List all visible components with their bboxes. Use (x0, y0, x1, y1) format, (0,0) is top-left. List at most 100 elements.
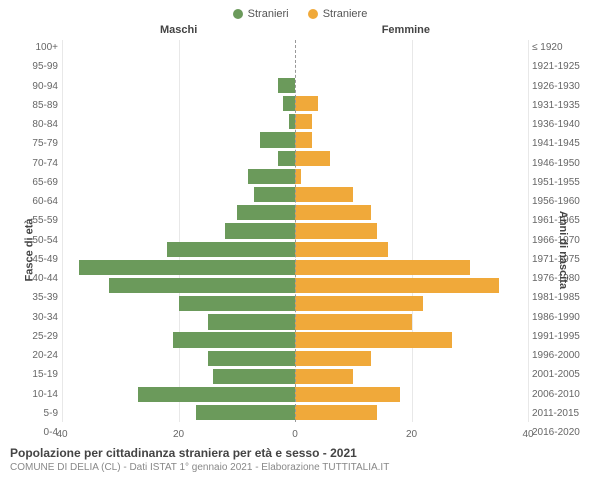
yaxis-right-tick: 1951-1955 (532, 177, 580, 188)
xaxis-tick: 40 (56, 429, 67, 440)
bar-male (109, 278, 295, 293)
bar-male (213, 369, 295, 384)
yaxis-right-label: Anni di nascita (557, 211, 569, 289)
chart-subtitle: COMUNE DI DELIA (CL) - Dati ISTAT 1° gen… (10, 462, 590, 473)
bar-male (278, 78, 295, 93)
bar-female (295, 114, 312, 129)
yaxis-left-tick: 70-74 (32, 158, 58, 169)
yaxis-right-tick: 1971-1975 (532, 254, 580, 265)
bar-male (260, 132, 295, 147)
yaxis-left-tick: 45-49 (32, 254, 58, 265)
bar-male (79, 260, 295, 275)
legend: Stranieri Straniere (10, 8, 590, 22)
yaxis-left-tick: 100+ (35, 42, 58, 53)
bar-male (179, 296, 296, 311)
bar-male (248, 169, 295, 184)
bar-female (295, 314, 412, 329)
bar-male (283, 96, 295, 111)
legend-item-female: Straniere (308, 8, 368, 20)
bar-male (173, 332, 295, 347)
bar-female (295, 242, 388, 257)
yaxis-left-tick: 5-9 (44, 408, 58, 419)
xaxis-tick: 20 (173, 429, 184, 440)
bar-female (295, 223, 377, 238)
yaxis-left-tick: 95-99 (32, 61, 58, 72)
yaxis-right-tick: 1931-1935 (532, 100, 580, 111)
yaxis-left-tick: 85-89 (32, 100, 58, 111)
yaxis-right-tick: 1996-2000 (532, 350, 580, 361)
bar-female (295, 205, 371, 220)
bar-male (208, 314, 295, 329)
yaxis-left-tick: 40-44 (32, 273, 58, 284)
yaxis-right-tick: 1986-1990 (532, 312, 580, 323)
bar-female (295, 369, 353, 384)
bar-female (295, 96, 318, 111)
legend-swatch-female (308, 9, 318, 19)
yaxis-left-tick: 80-84 (32, 119, 58, 130)
yaxis-right-tick: 1976-1980 (532, 273, 580, 284)
chart-title: Popolazione per cittadinanza straniera p… (10, 446, 590, 460)
yaxis-right-tick: 2001-2005 (532, 369, 580, 380)
xaxis-tick: 20 (406, 429, 417, 440)
yaxis-left-tick: 35-39 (32, 292, 58, 303)
bar-female (295, 151, 330, 166)
yaxis-left-tick: 25-29 (32, 331, 58, 342)
yaxis-left-tick: 90-94 (32, 81, 58, 92)
plot-area: 402002040 (62, 40, 528, 440)
yaxis-left-tick: 55-59 (32, 215, 58, 226)
center-line (295, 40, 296, 422)
bar-male (278, 151, 295, 166)
yaxis-left-tick: 65-69 (32, 177, 58, 188)
bar-male (225, 223, 295, 238)
bar-male (254, 187, 295, 202)
xaxis-tick: 0 (292, 429, 298, 440)
plot-row: Fasce di età Anni di nascita 100+ 95-99 90… (10, 40, 590, 440)
legend-label-female: Straniere (323, 8, 368, 20)
yaxis-right-tick: 2006-2010 (532, 389, 580, 400)
bar-female (295, 260, 470, 275)
yaxis-right-tick: ≤ 1920 (532, 42, 563, 53)
yaxis-right-tick: 1946-1950 (532, 158, 580, 169)
yaxis-right-tick: 1991-1995 (532, 331, 580, 342)
yaxis-right-tick: 1961-1965 (532, 215, 580, 226)
side-title-female: Femmine (382, 24, 430, 36)
yaxis-left-tick: 50-54 (32, 235, 58, 246)
yaxis-right-tick: 1921-1925 (532, 61, 580, 72)
yaxis-left-tick: 15-19 (32, 369, 58, 380)
side-titles: Maschi Femmine (10, 24, 590, 40)
bar-male (196, 405, 295, 420)
yaxis-right-tick: 2011-2015 (532, 408, 579, 419)
yaxis-left-label: Fasce di età (23, 219, 35, 282)
yaxis-left-tick: 10-14 (32, 389, 58, 400)
yaxis-left-ticks: 100+ 95-99 90-94 85-89 80-84 75-79 70-74 65-69 6… (10, 40, 62, 440)
yaxis-right-tick: 2016-2020 (532, 427, 580, 438)
yaxis-left-tick: 75-79 (32, 138, 58, 149)
yaxis-right-tick: 1936-1940 (532, 119, 580, 130)
bar-female (295, 278, 499, 293)
bar-female (295, 405, 377, 420)
yaxis-left-tick: 60-64 (32, 196, 58, 207)
bar-female (295, 187, 353, 202)
bar-female (295, 296, 423, 311)
bar-female (295, 132, 312, 147)
bar-female (295, 332, 452, 347)
yaxis-right-tick: 1981-1985 (532, 292, 580, 303)
yaxis-right-tick: 1926-1930 (532, 81, 580, 92)
xaxis-tick: 40 (522, 429, 533, 440)
bar-male (138, 387, 295, 402)
bar-male (237, 205, 295, 220)
xaxis-ticks: 402002040 (62, 424, 528, 440)
legend-label-male: Stranieri (248, 8, 289, 20)
grid-line (528, 40, 529, 422)
yaxis-right-tick: 1941-1945 (532, 138, 580, 149)
population-pyramid-chart: Stranieri Straniere Maschi Femmine Fasce… (0, 0, 600, 500)
side-title-male: Maschi (160, 24, 197, 36)
yaxis-right-tick: 1966-1970 (532, 235, 580, 246)
legend-swatch-male (233, 9, 243, 19)
yaxis-right-tick: 1956-1960 (532, 196, 580, 207)
legend-item-male: Stranieri (233, 8, 289, 20)
bar-female (295, 387, 400, 402)
bar-male (208, 351, 295, 366)
bar-male (167, 242, 295, 257)
yaxis-left-tick: 20-24 (32, 350, 58, 361)
